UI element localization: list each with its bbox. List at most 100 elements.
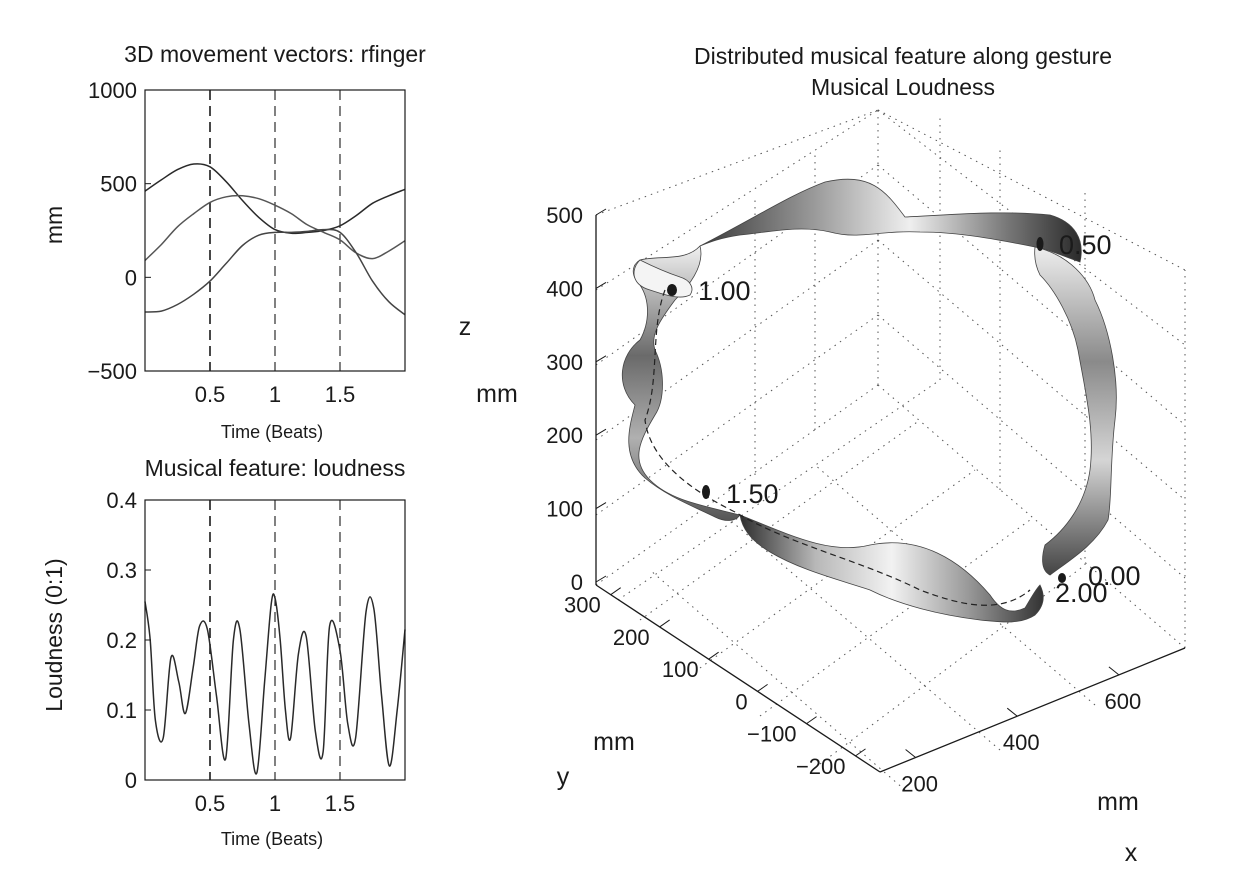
- movement-title: 3D movement vectors: rfinger: [124, 41, 426, 67]
- grid-line: [649, 569, 906, 791]
- z-tick-label: 100: [546, 497, 583, 522]
- z-tick-mark: [595, 281, 607, 289]
- loudness-panel: Musical feature: loudness 0.5 1 1.50.40.30…: [41, 455, 406, 849]
- y-tick-label: 300: [564, 593, 601, 618]
- z-tick-mark: [595, 575, 607, 583]
- annotation-000: 0.00: [1088, 561, 1141, 591]
- loudness-ytick-label: 0.3: [106, 558, 137, 583]
- loudness-xtick-label: 0.5: [195, 791, 226, 816]
- y-tick-mark: [806, 716, 817, 725]
- movement-axes-box: [144, 89, 406, 372]
- y-axis-label: y: [557, 763, 570, 791]
- movement-series-line: [144, 228, 406, 316]
- loudness-ylabel: Loudness (0:1): [41, 558, 67, 711]
- grid-line: [877, 239, 1186, 501]
- surface-lobe-left: [633, 259, 693, 298]
- loudness-series-line: [144, 593, 406, 775]
- beat-markers: [667, 237, 1066, 583]
- grid-line: [877, 164, 1186, 426]
- surface-band-top: [699, 178, 1082, 263]
- z-tick-label: 0: [571, 570, 583, 595]
- loudness-ytick-label: 0.4: [106, 488, 137, 513]
- x-tick-label: 400: [1003, 730, 1040, 755]
- movement-series-line: [144, 163, 406, 235]
- annotation-150: 1.50: [726, 479, 779, 509]
- x-axis-unit: mm: [1097, 788, 1139, 816]
- loudness-ytick-label: 0.2: [106, 628, 137, 653]
- gesture-surface: [621, 178, 1117, 623]
- y-tick-label: 200: [613, 625, 650, 650]
- grid-line: [639, 419, 921, 621]
- loudness-xtick-label: 1: [269, 791, 281, 816]
- movement-xlabel: Time (Beats): [221, 422, 323, 442]
- x-tick-label: 600: [1105, 689, 1142, 714]
- movement-ytick-label: 0: [125, 265, 137, 290]
- surface-title: Distributed musical feature along gestur…: [694, 43, 1112, 69]
- z-tick-mark: [595, 502, 607, 510]
- annotation-100: 1.00: [698, 276, 751, 306]
- y-tick-label: 100: [662, 657, 699, 682]
- y-tick-label: −100: [747, 722, 797, 747]
- grid-line: [877, 314, 1186, 579]
- beat-marker: [1058, 573, 1066, 583]
- movement-series-group: [144, 163, 406, 316]
- loudness-beat-lines: [209, 500, 341, 780]
- surface-band-bottom: [739, 514, 1044, 623]
- movement-ytick-label: −500: [87, 359, 137, 384]
- beat-marker: [667, 284, 677, 296]
- loudness-ticks: 0.5 1 1.5 0.4 0.3 0.2 0.1 0: [106, 488, 355, 816]
- beat-annotations: 0.50 1.00 1.50 0.00 2.00: [698, 230, 1141, 608]
- annotation-200: 2.00: [1055, 578, 1108, 608]
- surface-subtitle: Musical Loudness: [811, 74, 995, 100]
- movement-ylabel: mm: [41, 206, 67, 244]
- movement-xtick-label: 0.5: [195, 382, 226, 407]
- surface-band-right: [1034, 246, 1117, 576]
- y-tick-label: −200: [796, 754, 846, 779]
- grid-line: [877, 384, 1186, 649]
- loudness-ytick-label: 0.1: [106, 698, 137, 723]
- loudness-series-group: [144, 593, 406, 775]
- z-tick-label: 500: [546, 203, 583, 228]
- beat-marker: [702, 485, 710, 499]
- z-tick-mark: [595, 428, 607, 436]
- x-tick-mark: [1006, 707, 1018, 717]
- gesture-trajectory: [644, 289, 1031, 606]
- movement-series-line: [144, 194, 406, 262]
- y-axis-line: [595, 584, 881, 773]
- movement-ticks: 0.5 1 1.5 1000 500 0 −500: [87, 78, 355, 407]
- y-tick-mark: [855, 748, 866, 757]
- loudness-title: Musical feature: loudness: [145, 455, 406, 481]
- loudness-ytick-label: 0: [125, 768, 137, 793]
- x-axis-label: x: [1125, 839, 1138, 867]
- movement-panel: 3D movement vectors: rfinger 0.5 1 1.5 1000…: [41, 41, 426, 442]
- z-axis-unit: mm: [476, 380, 518, 408]
- y-tick-label: 0: [735, 689, 747, 714]
- movement-ytick-label: 500: [100, 172, 137, 197]
- surface-axes: [595, 215, 1186, 773]
- z-tick-label: 300: [546, 350, 583, 375]
- annotation-050: 0.50: [1059, 230, 1112, 260]
- y-axis-unit: mm: [593, 728, 635, 756]
- grid-line: [595, 109, 879, 216]
- z-tick-mark: [595, 208, 607, 216]
- y-tick-mark: [610, 587, 621, 596]
- x-axis-line: [879, 647, 1186, 773]
- y-tick-mark: [659, 619, 670, 628]
- beat-marker: [1036, 237, 1044, 251]
- z-tick-label: 200: [546, 423, 583, 448]
- loudness-xlabel: Time (Beats): [221, 829, 323, 849]
- x-tick-mark: [1108, 666, 1120, 676]
- movement-ytick-label: 1000: [88, 78, 137, 103]
- surface-panel: Distributed musical feature along gestur…: [459, 43, 1186, 867]
- x-tick-label: 200: [901, 772, 938, 797]
- surface-ticks: 50040030020010003002001000−100−200200400…: [546, 203, 1141, 797]
- x-tick-mark: [905, 749, 916, 758]
- movement-xtick-label: 1.5: [325, 382, 356, 407]
- y-tick-mark: [708, 651, 719, 660]
- grid-line: [729, 519, 1001, 751]
- z-tick-mark: [595, 355, 607, 363]
- y-tick-mark: [757, 683, 768, 692]
- movement-xtick-label: 1: [269, 382, 281, 407]
- loudness-xtick-label: 1.5: [325, 791, 356, 816]
